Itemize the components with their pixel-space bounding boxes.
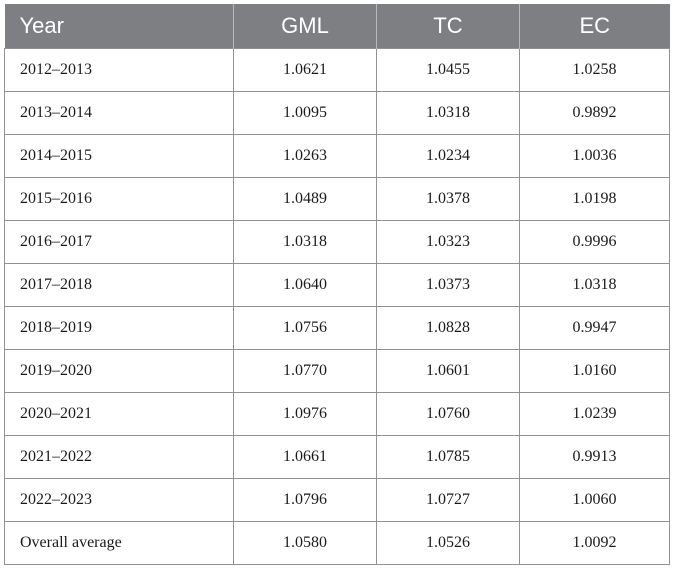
cell-ec: 0.9996 (519, 220, 670, 264)
table-row: 2015–2016 1.0489 1.0378 1.0198 (4, 177, 670, 221)
cell-gml: 1.0095 (233, 91, 377, 135)
table-row: 2016–2017 1.0318 1.0323 0.9996 (4, 220, 670, 264)
cell-ec: 0.9892 (519, 91, 670, 135)
header-row: Year GML TC EC (4, 4, 670, 49)
cell-tc: 1.0760 (376, 392, 520, 436)
cell-tc: 1.0318 (376, 91, 520, 135)
cell-ec: 1.0036 (519, 134, 670, 178)
cell-ec: 1.0092 (519, 521, 670, 565)
cell-tc: 1.0828 (376, 306, 520, 350)
cell-ec: 1.0060 (519, 478, 670, 522)
table-body: 2012–2013 1.0621 1.0455 1.0258 2013–2014 1.00… (4, 48, 670, 565)
cell-tc: 1.0378 (376, 177, 520, 221)
cell-year: 2018–2019 (4, 306, 234, 350)
cell-tc: 1.0234 (376, 134, 520, 178)
cell-gml: 1.0976 (233, 392, 377, 436)
cell-tc: 1.0455 (376, 48, 520, 92)
cell-gml: 1.0796 (233, 478, 377, 522)
header-ec: EC (519, 4, 670, 49)
header-tc: TC (376, 4, 520, 49)
cell-gml: 1.0263 (233, 134, 377, 178)
cell-gml: 1.0318 (233, 220, 377, 264)
cell-year: 2021–2022 (4, 435, 234, 479)
cell-ec: 1.0258 (519, 48, 670, 92)
cell-year: 2019–2020 (4, 349, 234, 393)
cell-gml: 1.0640 (233, 263, 377, 307)
cell-gml: 1.0489 (233, 177, 377, 221)
cell-tc: 1.0601 (376, 349, 520, 393)
table-row: 2017–2018 1.0640 1.0373 1.0318 (4, 263, 670, 307)
cell-year: 2016–2017 (4, 220, 234, 264)
cell-ec: 0.9947 (519, 306, 670, 350)
cell-year: Overall average (4, 521, 234, 565)
table-row: 2022–2023 1.0796 1.0727 1.0060 (4, 478, 670, 522)
cell-tc: 1.0727 (376, 478, 520, 522)
cell-year: 2014–2015 (4, 134, 234, 178)
cell-year: 2015–2016 (4, 177, 234, 221)
table-row: 2012–2013 1.0621 1.0455 1.0258 (4, 48, 670, 92)
table-row: 2020–2021 1.0976 1.0760 1.0239 (4, 392, 670, 436)
cell-gml: 1.0661 (233, 435, 377, 479)
table-row: 2013–2014 1.0095 1.0318 0.9892 (4, 91, 670, 135)
table-row: Overall average 1.0580 1.0526 1.0092 (4, 521, 670, 565)
cell-gml: 1.0756 (233, 306, 377, 350)
header-year: Year (4, 4, 234, 49)
cell-tc: 1.0323 (376, 220, 520, 264)
cell-year: 2012–2013 (4, 48, 234, 92)
data-table: Year GML TC EC 2012–2013 1.0621 1.0455 1.02… (4, 4, 670, 565)
cell-ec: 1.0318 (519, 263, 670, 307)
table-row: 2018–2019 1.0756 1.0828 0.9947 (4, 306, 670, 350)
cell-year: 2022–2023 (4, 478, 234, 522)
cell-gml: 1.0770 (233, 349, 377, 393)
cell-gml: 1.0621 (233, 48, 377, 92)
cell-year: 2020–2021 (4, 392, 234, 436)
cell-ec: 1.0198 (519, 177, 670, 221)
table-row: 2021–2022 1.0661 1.0785 0.9913 (4, 435, 670, 479)
table-header: Year GML TC EC (4, 4, 670, 49)
cell-year: 2017–2018 (4, 263, 234, 307)
table-row: 2014–2015 1.0263 1.0234 1.0036 (4, 134, 670, 178)
cell-gml: 1.0580 (233, 521, 377, 565)
cell-tc: 1.0526 (376, 521, 520, 565)
cell-ec: 1.0239 (519, 392, 670, 436)
cell-ec: 1.0160 (519, 349, 670, 393)
data-table-container: Year GML TC EC 2012–2013 1.0621 1.0455 1.02… (4, 4, 670, 565)
cell-tc: 1.0373 (376, 263, 520, 307)
cell-year: 2013–2014 (4, 91, 234, 135)
table-row: 2019–2020 1.0770 1.0601 1.0160 (4, 349, 670, 393)
cell-ec: 0.9913 (519, 435, 670, 479)
header-gml: GML (233, 4, 377, 49)
cell-tc: 1.0785 (376, 435, 520, 479)
